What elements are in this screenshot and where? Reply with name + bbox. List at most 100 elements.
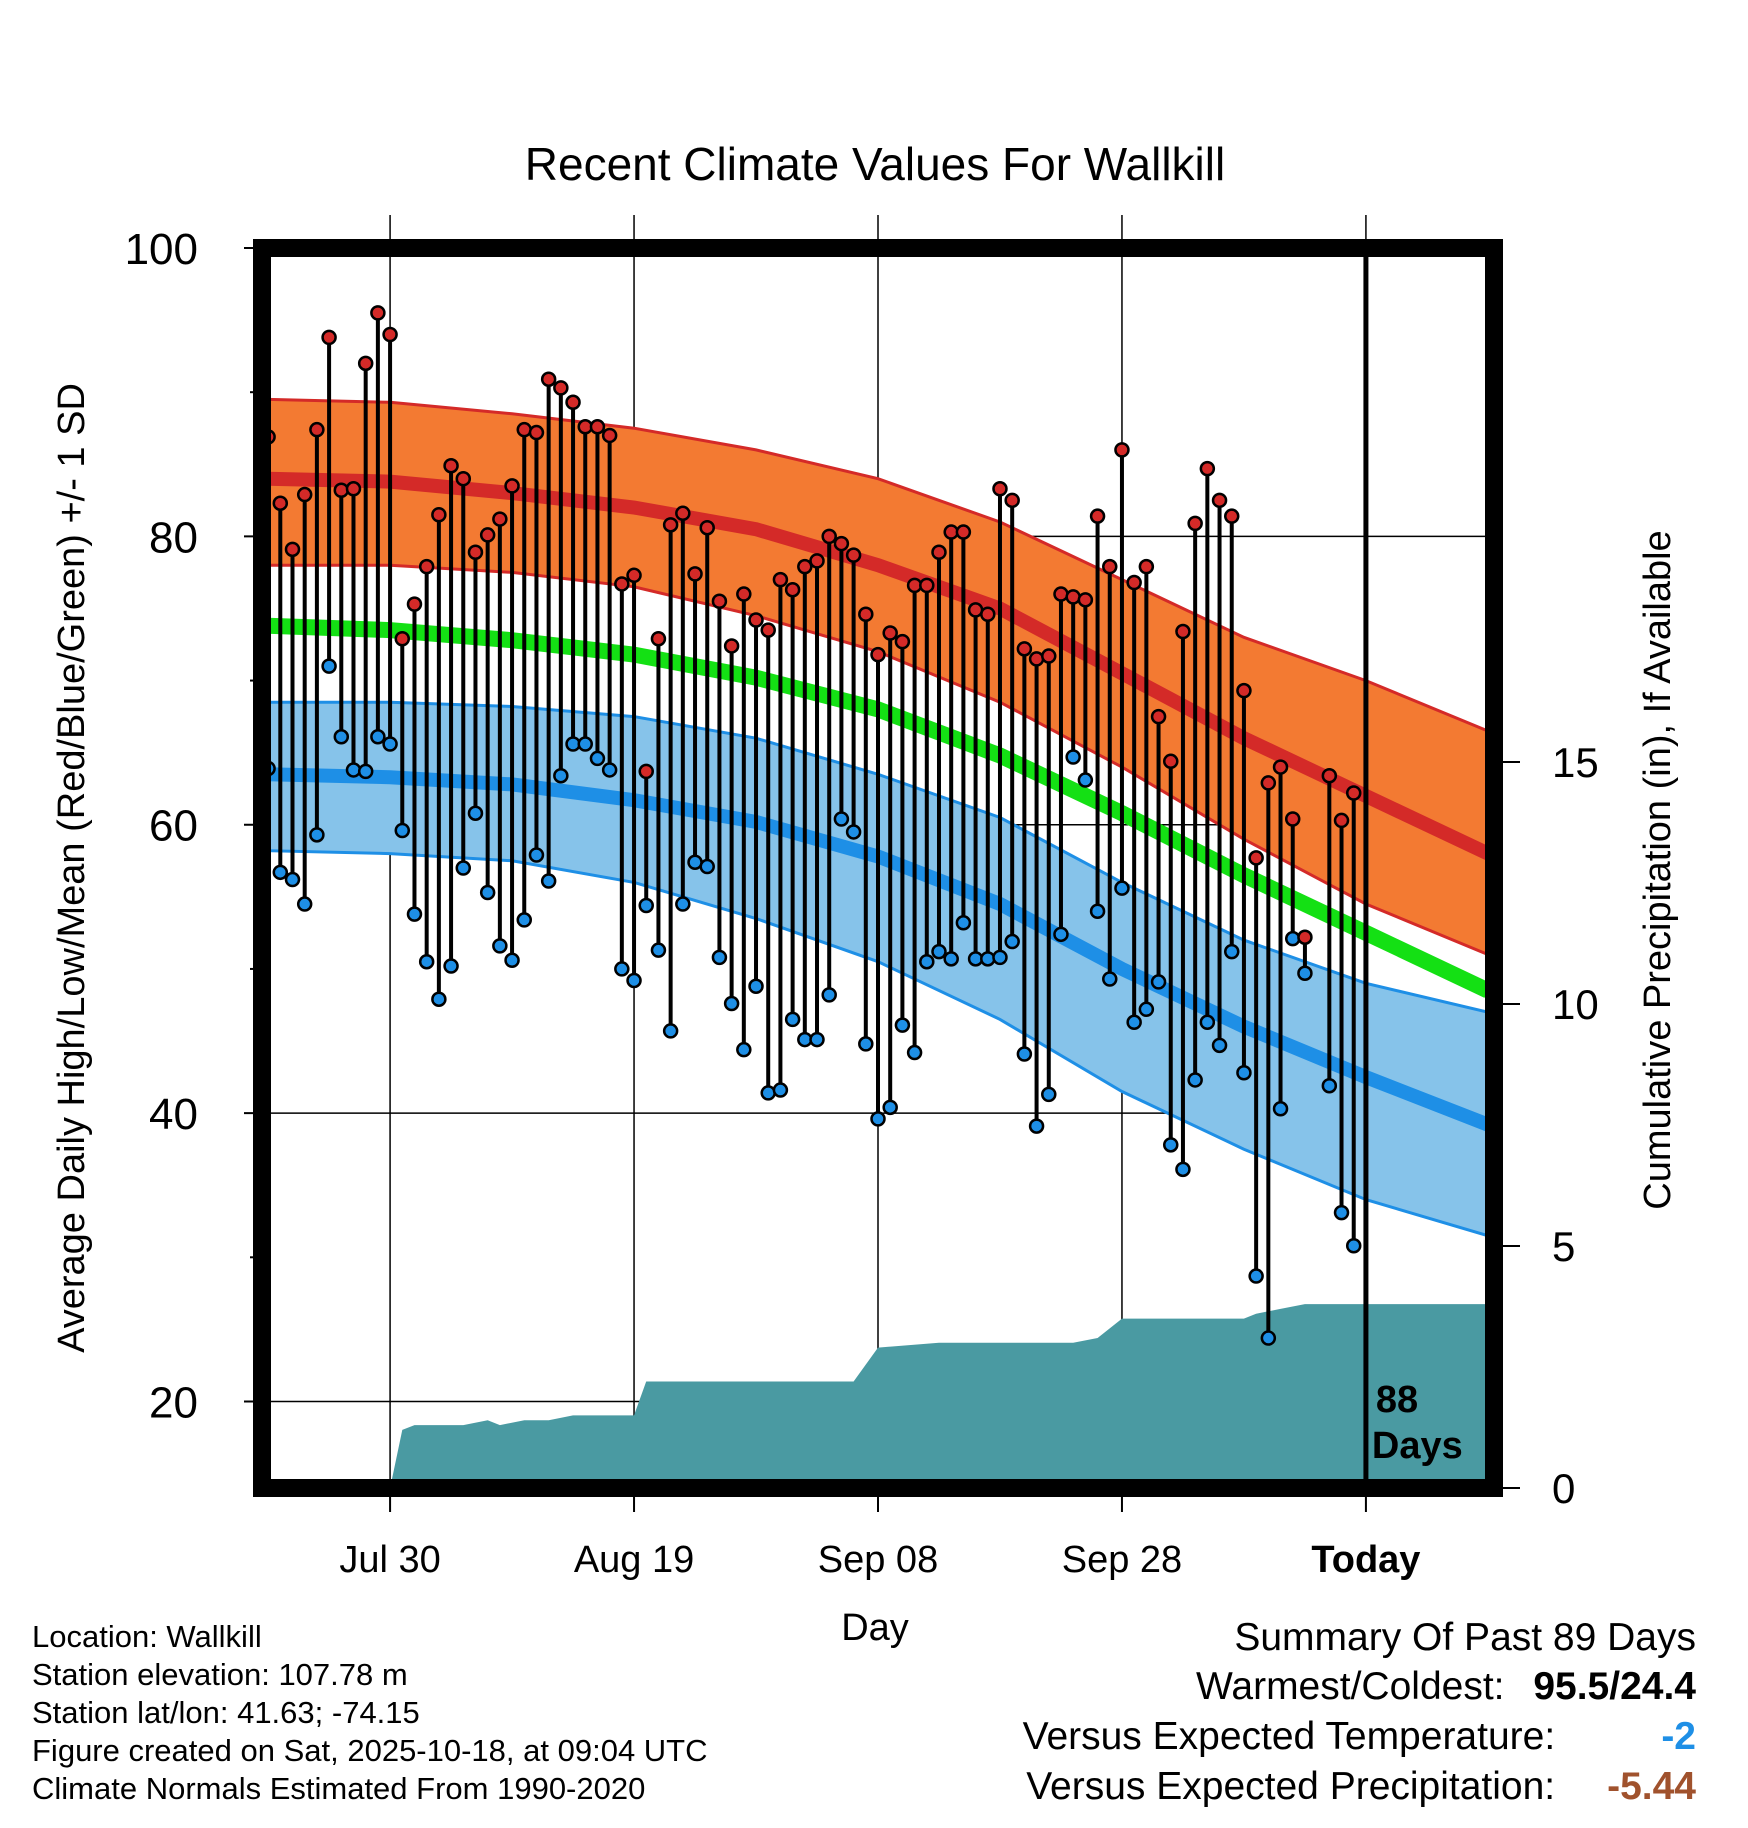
daily-low-point [333,729,350,745]
x-axis-label: Day [841,1607,909,1649]
daily-high-point [1114,442,1130,458]
daily-low-point [406,906,423,922]
y2-tick-label: 0 [1552,1465,1575,1512]
y2-tick-label: 5 [1552,1223,1575,1270]
daily-low-point [626,972,642,989]
daily-low-point [528,847,545,863]
y-tick-label: 80 [149,513,198,562]
daily-low-point [870,1111,886,1127]
daily-low-point [504,952,520,969]
y2-axis-label: Cumulative Precipitation (in), If Availa… [1637,530,1679,1209]
chart-title: Recent Climate Values For Wallkill [525,138,1225,190]
daily-high-point [638,763,654,780]
daily-low-point [1114,880,1130,896]
daily-high-point [980,606,996,622]
daily-low-point [1138,1001,1155,1018]
y-axis-label: Average Daily High/Low/Mean (Red/Blue/Gr… [51,383,93,1353]
daily-low-point [284,871,301,888]
elevation-text: Station elevation: 107.78 m [32,1657,408,1692]
daily-high-point [1089,508,1106,524]
daily-high-point [589,419,606,435]
daily-high-point [553,380,569,396]
daily-low-point [699,858,715,875]
y-axis: 20 40 60 80 100 [125,225,262,1427]
daily-high-point [1016,641,1033,657]
daily-low-point [1126,1014,1142,1031]
daily-low-point [809,1031,825,1048]
daily-high-point [1211,492,1228,509]
daily-low-point [1175,1161,1191,1178]
daily-high-point [797,558,813,575]
daily-low-point [479,884,496,901]
daily-high-point [723,638,740,654]
daily-low-point [992,949,1008,966]
daily-high-point [736,586,752,602]
precip-row: Versus Expected Precipitation: -5.44 [1023,1762,1696,1812]
daily-low-point [723,995,740,1012]
cumulative-precip-area [390,1304,1488,1488]
daily-low-point [931,943,947,960]
daily-high-point [1138,558,1155,575]
daily-high-point [1041,648,1057,664]
daily-high-point [687,566,703,582]
daily-low-point [272,864,289,881]
precipitation-area [390,1304,1488,1488]
daily-low-point [455,860,472,876]
daily-high-point [1004,492,1020,509]
daily-low-point [1321,1077,1338,1094]
daily-high-point [1126,574,1142,591]
daily-high-point [1248,850,1264,866]
daily-low-point [760,1085,776,1101]
daily-high-point [1333,812,1350,829]
daily-low-point [614,961,630,977]
daily-low-point [784,1011,801,1028]
daily-high-point [370,305,386,321]
latlon-text: Station lat/lon: 41.63; -74.15 [32,1695,420,1730]
temp-row: Versus Expected Temperature: -2 [1023,1712,1696,1762]
daily-high-point [1223,508,1240,524]
days-unit-label: Days [1372,1425,1463,1467]
daily-high-point [809,553,825,569]
daily-high-point [1028,651,1045,667]
daily-high-point [601,427,618,444]
daily-low-point [919,953,935,970]
daily-low-point [1004,933,1020,950]
daily-low-point [955,915,972,931]
daily-low-point [1065,749,1081,765]
daily-high-point [614,576,630,592]
daily-low-point [1260,1330,1277,1346]
daily-low-point [382,736,398,752]
y-tick-label: 60 [149,802,198,851]
daily-low-point [736,1041,752,1058]
daily-low-point [357,763,374,780]
daily-low-point [540,873,557,889]
daily-high-point [748,612,764,628]
daily-low-point [821,987,837,1003]
daily-low-point [443,958,459,974]
station-info: Location: Wallkill Station elevation: 10… [32,1618,708,1808]
daily-high-point [1345,785,1362,801]
daily-high-point [418,558,435,575]
daily-low-point [1199,1014,1216,1031]
daily-high-point [309,421,325,438]
daily-high-point [650,630,667,647]
daily-low-point [309,827,325,843]
daily-low-point [553,767,569,784]
daily-low-point [1297,965,1313,982]
daily-low-point [492,938,508,954]
daily-high-point [467,544,484,560]
daily-low-point [1345,1238,1362,1254]
daily-high-point [1199,460,1216,477]
daily-low-point [1077,772,1094,788]
daily-low-point [1272,1101,1289,1117]
daily-low-point [1187,1072,1203,1088]
daily-high-point [1077,592,1094,608]
daily-high-point [662,517,679,533]
daily-high-point [528,424,545,441]
daily-low-point [321,658,337,674]
daily-stems [266,312,1356,1339]
daily-high-point [431,506,447,523]
daily-low-point [1333,1204,1350,1221]
daily-low-point [1211,1037,1228,1054]
daily-high-point [406,596,423,612]
